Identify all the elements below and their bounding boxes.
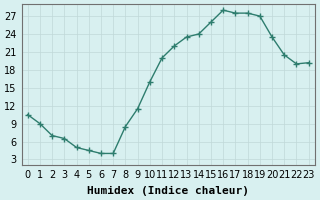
X-axis label: Humidex (Indice chaleur): Humidex (Indice chaleur) — [87, 186, 249, 196]
